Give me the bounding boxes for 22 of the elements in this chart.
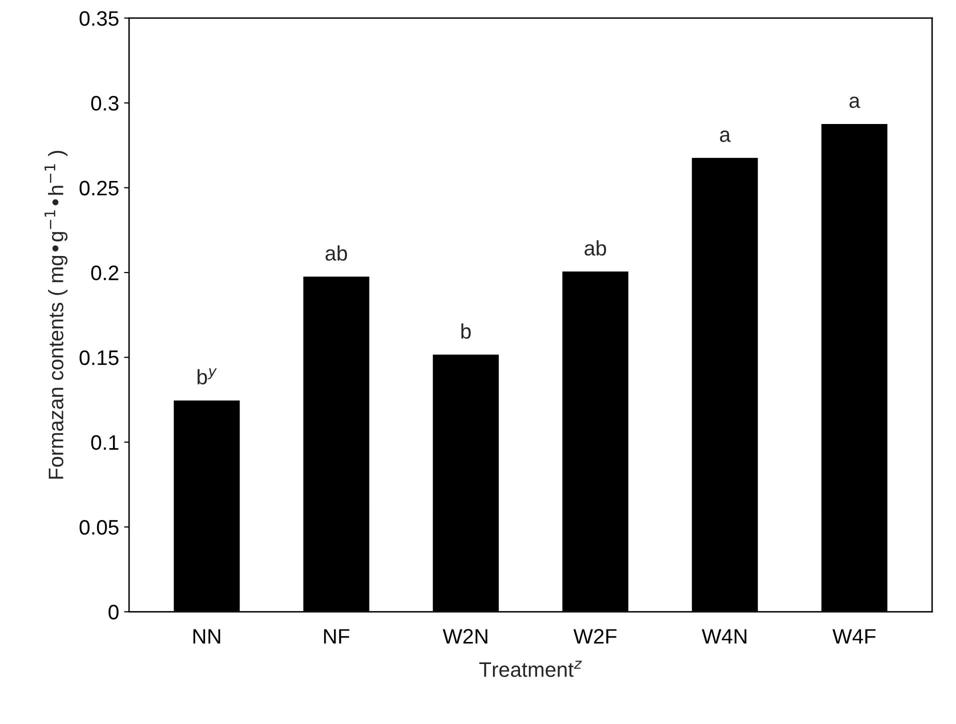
x-tick-label: NF <box>324 629 350 644</box>
y-tick-label: 0.3 <box>91 96 118 111</box>
y-tick-label: 0.05 <box>80 520 118 535</box>
annotation: ab <box>326 245 348 261</box>
y-tick-label: 0.15 <box>80 350 118 366</box>
annotation: ab <box>584 240 606 256</box>
y-axis-title: Formazan contents ( mg•g$^{−1}$•h$^{−1}$ ) <box>44 150 68 479</box>
y-tick-label: 0.35 <box>80 11 118 26</box>
y-tick-label: 0 <box>108 604 119 620</box>
x-axis-title: Treatment$^{z}$ <box>479 660 582 677</box>
x-tick-label: NN <box>193 629 220 644</box>
x-tick-label: W4N <box>702 629 746 644</box>
y-tick-label: 0.1 <box>91 435 118 450</box>
y-tick-label: 0.2 <box>91 266 118 280</box>
x-tick-label: W2N <box>442 628 488 644</box>
y-tick-label: 0.25 <box>80 180 118 196</box>
x-tick-label: W4F <box>832 629 876 644</box>
x-tick-label: W2F <box>573 628 616 644</box>
annotation: a <box>720 130 731 142</box>
annotation: a <box>849 96 860 108</box>
annotation: b <box>461 323 471 339</box>
annotation: b$^{y}$ <box>198 368 217 384</box>
